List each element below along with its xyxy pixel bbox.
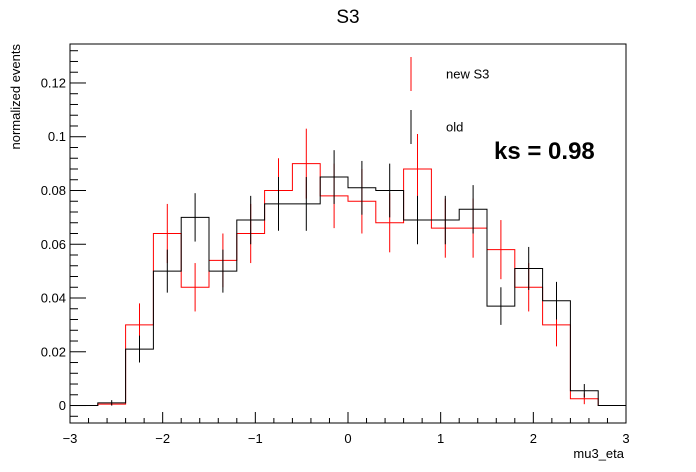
x-tick-label-5: 2 <box>530 431 537 446</box>
x-tick-label-2: −1 <box>248 431 263 446</box>
chart-title: S3 <box>336 7 359 28</box>
x-tick-label-4: 1 <box>437 431 444 446</box>
legend-label-1: old <box>446 120 463 135</box>
y-tick-label-4: 0.08 <box>41 183 66 198</box>
series-1 <box>70 150 626 407</box>
series-1-outline <box>70 176 626 407</box>
x-tick-label-1: −2 <box>155 431 170 446</box>
y-tick-label-3: 0.06 <box>41 237 66 252</box>
x-tick-label-6: 3 <box>622 431 629 446</box>
ks-annotation: ks = 0.98 <box>494 138 595 165</box>
x-tick-label-3: 0 <box>344 431 351 446</box>
y-tick-label-6: 0.12 <box>41 75 66 90</box>
x-axis-label: mu3_eta <box>573 446 624 461</box>
y-tick-label-5: 0.1 <box>48 129 66 144</box>
x-tick-label-0: −3 <box>63 431 78 446</box>
series-0-outline <box>70 163 626 407</box>
y-tick-label-1: 0.02 <box>41 344 66 359</box>
y-tick-label-2: 0.04 <box>41 291 66 306</box>
legend-label-0: new S3 <box>446 67 489 82</box>
y-tick-label-0: 0 <box>59 398 66 413</box>
y-axis-label: normalized events <box>8 44 23 150</box>
